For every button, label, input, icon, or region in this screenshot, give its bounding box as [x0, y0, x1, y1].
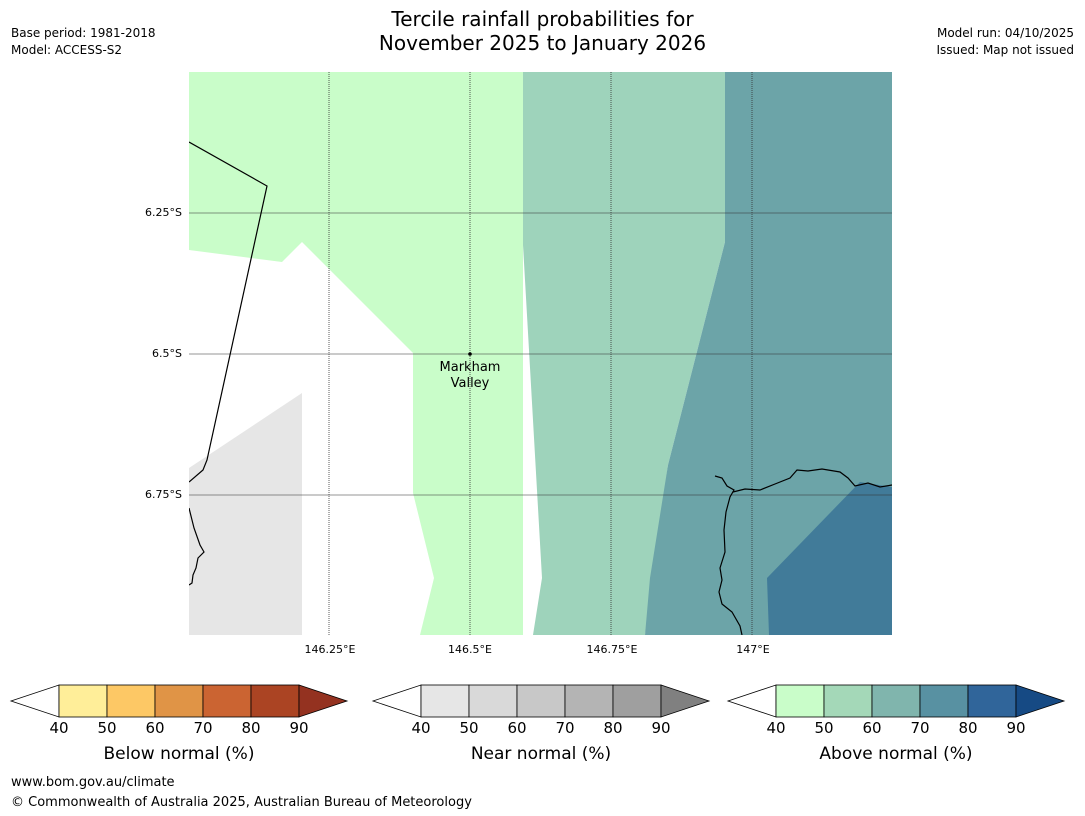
near-normal-region [189, 393, 302, 635]
place-name-line-1: Markham [439, 360, 501, 375]
colorbar-above-tick: 50 [814, 719, 834, 737]
place-name-line-2: Valley [450, 376, 490, 391]
colorbar-above-tick: 60 [862, 719, 882, 737]
title-line-1: Tercile rainfall probabilities for [391, 7, 694, 31]
colorbar-near-bin-80-90 [612, 684, 662, 718]
model-run-text: Model run: 04/10/2025 [936, 26, 1074, 40]
colorbar-below-bin-40-50 [58, 684, 108, 718]
colorbar-above-tick: 80 [958, 719, 978, 737]
colorbar-above-min-arrow [726, 684, 777, 718]
lat-label-6-75: 6.75°S [145, 488, 182, 501]
lon-label-146-75: 146.75°E [586, 643, 638, 656]
colorbar-above-tick: 40 [766, 719, 786, 737]
map-layers [189, 72, 892, 635]
title-line-2: November 2025 to January 2026 [378, 31, 707, 55]
place-label[interactable]: Markham Valley [410, 360, 530, 392]
colorbar-near-bin-60-70 [516, 684, 566, 718]
colorbar-near-title: Near normal (%) [470, 744, 612, 764]
colorbar-above-bin-70-80 [919, 684, 969, 718]
footer-url[interactable]: www.bom.gov.au/climate [11, 775, 175, 790]
colorbar-above-bin-60-70 [871, 684, 921, 718]
colorbar-below-bin-80-90 [250, 684, 300, 718]
colorbar-above [726, 684, 1066, 718]
colorbar-near-bin-70-80 [564, 684, 614, 718]
colorbar-below-tick: 80 [241, 719, 261, 737]
colorbar-near-tick: 80 [603, 719, 623, 737]
colorbar-near-bin-40-50 [420, 684, 470, 718]
colorbar-below-tick: 70 [193, 719, 213, 737]
place-marker[interactable] [468, 352, 472, 356]
base-period-text: Base period: 1981-2018 [11, 26, 156, 40]
colorbar-near-tick: 60 [507, 719, 527, 737]
lat-label-6-25: 6.25°S [145, 206, 182, 219]
meta-left: Base period: 1981-2018 Model: ACCESS-S2 [11, 25, 156, 59]
coastline [714, 475, 743, 635]
colorbar-below-max-arrow [298, 684, 349, 718]
meta-right: Model run: 04/10/2025 Issued: Map not is… [936, 25, 1074, 59]
colorbar-above-bin-80-90 [967, 684, 1017, 718]
lat-label-6-5: 6.5°S [152, 347, 182, 360]
colorbar-near-max-arrow [660, 684, 711, 718]
footer-copyright: © Commonwealth of Australia 2025, Austra… [11, 795, 472, 810]
lon-label-147: 147°E [736, 643, 770, 656]
colorbar-near-bin-50-60 [468, 684, 518, 718]
district-boundary [189, 141, 268, 483]
colorbar-below [9, 684, 349, 718]
graticule [189, 72, 892, 635]
issued-text: Issued: Map not issued [936, 43, 1074, 57]
colorbar-near-tick: 40 [411, 719, 431, 737]
colorbar-below-tick: 50 [97, 719, 117, 737]
colorbar-below-tick: 90 [289, 719, 309, 737]
colorbar-above-bin-40-50 [775, 684, 825, 718]
lon-label-146-5: 146.5°E [448, 643, 492, 656]
colorbar-below-bin-50-60 [106, 684, 156, 718]
colorbar-below-title: Below normal (%) [103, 744, 255, 764]
colorbar-above-tick: 90 [1006, 719, 1026, 737]
colorbar-below-bin-60-70 [154, 684, 204, 718]
colorbar-near-min-arrow [371, 684, 422, 718]
colorbar-near-tick: 70 [555, 719, 575, 737]
coastline-huon [732, 468, 892, 493]
colorbar-below-tick: 40 [49, 719, 69, 737]
colorbar-above-max-arrow [1015, 684, 1066, 718]
colorbar-below-bin-70-80 [202, 684, 252, 718]
colorbar-below-min-arrow [9, 684, 60, 718]
above-70-80-region [767, 482, 892, 635]
map-title: Tercile rainfall probabilities for Novem… [0, 7, 1085, 55]
colorbar-below-tick: 60 [145, 719, 165, 737]
colorbar-above-tick: 70 [910, 719, 930, 737]
colorbar-near [371, 684, 711, 718]
model-text: Model: ACCESS-S2 [11, 43, 123, 57]
border-fragment [189, 507, 205, 586]
lon-label-146-25: 146.25°E [304, 643, 356, 656]
colorbar-above-bin-50-60 [823, 684, 873, 718]
colorbar-near-tick: 90 [651, 719, 671, 737]
colorbar-above-title: Above normal (%) [819, 744, 973, 764]
colorbar-near-tick: 50 [459, 719, 479, 737]
